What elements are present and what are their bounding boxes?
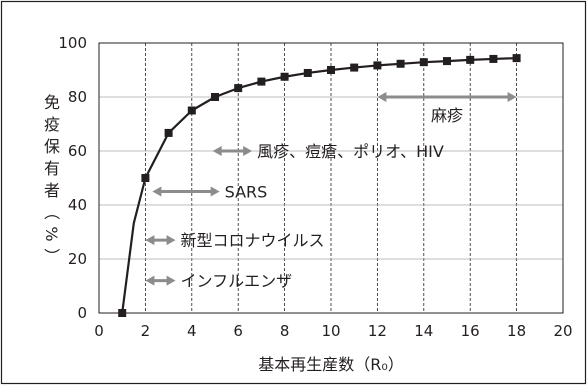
data-point (466, 55, 475, 64)
x-tick-label: 10 (321, 322, 340, 340)
data-point (257, 77, 266, 86)
y-axis-label-char: 保 (44, 137, 60, 156)
annotation-arrow-head (210, 186, 220, 197)
series-layer (118, 54, 521, 317)
data-point (211, 93, 219, 101)
y-tick-label: 0 (77, 304, 87, 322)
x-tick-label: 18 (507, 322, 526, 340)
data-point (373, 61, 382, 70)
data-point (303, 68, 312, 77)
annotation-label: SARS (225, 183, 268, 202)
x-tick-label: 4 (187, 322, 197, 340)
annotation-arrow-head (166, 235, 176, 246)
y-axis-label-char: 者 (44, 181, 60, 200)
y-axis-label-char: （ (42, 204, 61, 220)
annotation-arrows (145, 92, 517, 286)
data-point (419, 58, 428, 67)
data-point (327, 66, 335, 74)
y-axis-label-char: 有 (44, 159, 60, 178)
y-tick-label: 100 (58, 34, 87, 52)
data-point (350, 63, 359, 72)
data-point (141, 174, 150, 182)
annotation-arrow-head (507, 92, 517, 102)
annotation-label: 新型コロナウイルス (181, 231, 325, 250)
y-axis-label-char: 免 (44, 93, 60, 112)
annotation-arrow-head (212, 146, 222, 156)
y-axis-label-char: % (42, 226, 61, 241)
y-tick-label: 20 (68, 250, 87, 268)
annotation-label: 風疹、痘瘡、ポリオ、HIV (257, 142, 444, 161)
x-tick-label: 0 (94, 322, 104, 340)
annotation-arrow-head (145, 275, 155, 286)
data-point (489, 54, 498, 63)
data-point (118, 309, 127, 317)
x-tick-label: 6 (233, 322, 243, 340)
annotation-label: インフルエンザ (181, 272, 293, 291)
x-tick-label: 16 (461, 322, 480, 340)
data-point (187, 106, 196, 115)
data-point (280, 72, 289, 81)
data-point (164, 128, 173, 137)
data-point (443, 57, 451, 66)
x-tick-label: 20 (553, 322, 572, 340)
annotation-arrow-head (166, 275, 176, 286)
x-tick-label: 8 (280, 322, 290, 340)
data-point (512, 54, 521, 63)
y-axis-label-char: 疫 (44, 115, 60, 134)
annotation-label: 麻疹 (431, 106, 463, 125)
y-tick-label: 80 (68, 88, 87, 106)
y-tick-label: 40 (68, 196, 87, 214)
annotation-arrow-head (145, 235, 155, 246)
annotation-arrow-head (152, 186, 162, 197)
data-point (396, 59, 405, 68)
x-tick-label: 14 (414, 322, 433, 340)
plot-area (98, 42, 564, 314)
annotation-arrow-head (377, 92, 387, 102)
annotation-labels: インフルエンザ 新型コロナウイルス SARS 風疹、痘瘡、ポリオ、HIV 麻疹 (181, 106, 463, 291)
data-point (234, 84, 243, 93)
y-axis-label-char: ） (42, 248, 61, 264)
annotation-arrow-head (243, 146, 253, 156)
x-axis-label: 基本再生産数（R₀） (258, 355, 404, 374)
tick-labels: 0 2 4 6 8 10 12 14 16 18 20 0 20 40 60 80 100 (58, 34, 572, 340)
x-tick-label: 12 (368, 322, 387, 340)
x-tick-label: 2 (141, 322, 151, 340)
y-tick-label: 60 (68, 142, 87, 160)
